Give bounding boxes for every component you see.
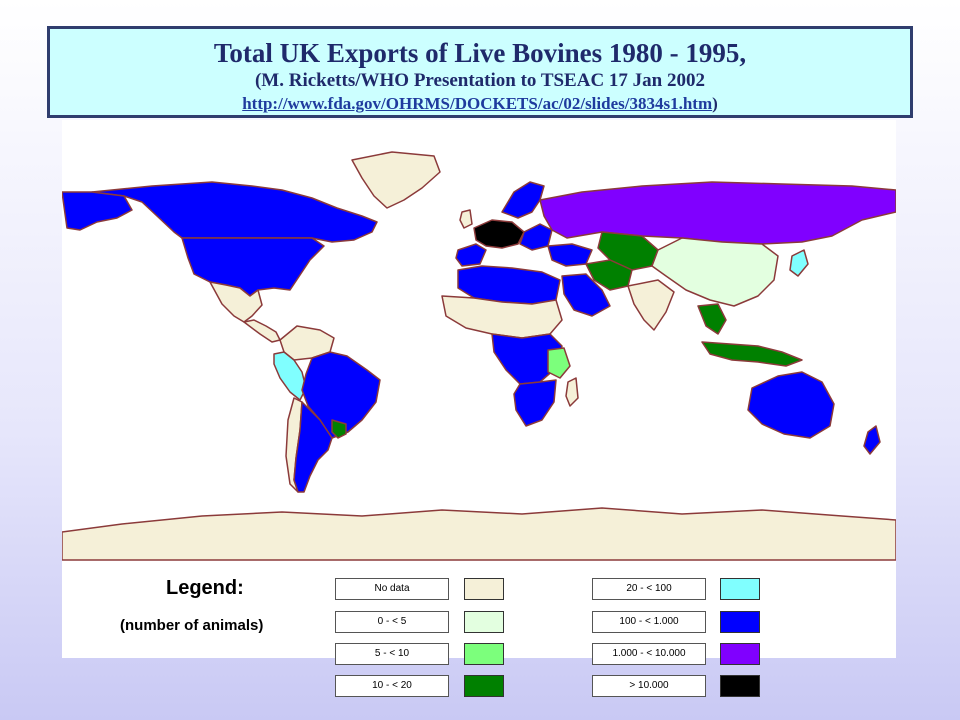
title-subtitle: (M. Ricketts/WHO Presentation to TSEAC 1… bbox=[254, 70, 705, 91]
region-uruguay bbox=[331, 419, 347, 439]
region-australia bbox=[747, 371, 835, 439]
region-eastern-europe bbox=[519, 223, 553, 251]
region-scandinavia bbox=[501, 181, 545, 219]
world-map-svg bbox=[62, 151, 896, 561]
region-canada bbox=[91, 181, 378, 243]
legend-swatch-5-10 bbox=[464, 643, 504, 665]
region-indonesia bbox=[701, 341, 803, 367]
world-map bbox=[62, 120, 896, 658]
legend-label-1000-10000: 1.000 - < 10.000 bbox=[592, 643, 706, 665]
region-arabia bbox=[561, 273, 611, 317]
region-antarctica bbox=[62, 507, 896, 561]
title-main: Total UK Exports of Live Bovines 1980 - … bbox=[213, 38, 747, 68]
region-usa bbox=[181, 237, 325, 297]
region-brazil bbox=[301, 351, 381, 439]
legend-label-no-data: No data bbox=[335, 578, 449, 600]
region-uk bbox=[459, 209, 473, 229]
legend-swatch-1000-10000 bbox=[720, 643, 760, 665]
legend-label-0-5: 0 - < 5 bbox=[335, 611, 449, 633]
region-greenland bbox=[351, 151, 441, 209]
region-russia bbox=[539, 181, 896, 245]
region-alaska bbox=[62, 191, 133, 231]
region-madagascar bbox=[565, 377, 579, 407]
legend-swatch-no-data bbox=[464, 578, 504, 600]
region-central-africa bbox=[491, 333, 563, 385]
legend-swatch-0-5 bbox=[464, 611, 504, 633]
title-box: Total UK Exports of Live Bovines 1980 - … bbox=[47, 26, 913, 118]
legend-swatch-20-100 bbox=[720, 578, 760, 600]
legend-swatch-over-10000 bbox=[720, 675, 760, 697]
region-sahel bbox=[441, 295, 563, 339]
source-link[interactable]: http://www.fda.gov/OHRMS/DOCKETS/ac/02/s… bbox=[242, 94, 713, 113]
region-central-america bbox=[243, 319, 281, 343]
region-argentina bbox=[293, 401, 333, 493]
legend-title: Legend: bbox=[166, 577, 244, 599]
region-new-zealand bbox=[863, 425, 881, 455]
region-western-europe bbox=[473, 219, 525, 249]
region-kazakhstan bbox=[597, 231, 659, 271]
legend-label-20-100: 20 - < 100 bbox=[592, 578, 706, 600]
region-china bbox=[651, 237, 779, 307]
region-india bbox=[627, 279, 675, 331]
legend-swatch-10-20 bbox=[464, 675, 504, 697]
region-iberia bbox=[455, 243, 487, 267]
legend-subtitle: (number of animals) bbox=[120, 617, 264, 634]
region-southern-africa bbox=[513, 379, 557, 427]
region-japan bbox=[789, 249, 809, 277]
title-close-paren: ) bbox=[712, 94, 718, 113]
legend-label-10-20: 10 - < 20 bbox=[335, 675, 449, 697]
legend-label-over-10000: > 10.000 bbox=[592, 675, 706, 697]
region-southeast-asia bbox=[697, 303, 727, 335]
title-url-line: http://www.fda.gov/OHRMS/DOCKETS/ac/02/s… bbox=[50, 93, 910, 115]
legend-label-100-1000: 100 - < 1.000 bbox=[592, 611, 706, 633]
legend-label-5-10: 5 - < 10 bbox=[335, 643, 449, 665]
legend-swatch-100-1000 bbox=[720, 611, 760, 633]
region-middle-east bbox=[547, 243, 593, 267]
region-tanzania bbox=[547, 347, 571, 379]
region-mexico bbox=[209, 281, 263, 323]
